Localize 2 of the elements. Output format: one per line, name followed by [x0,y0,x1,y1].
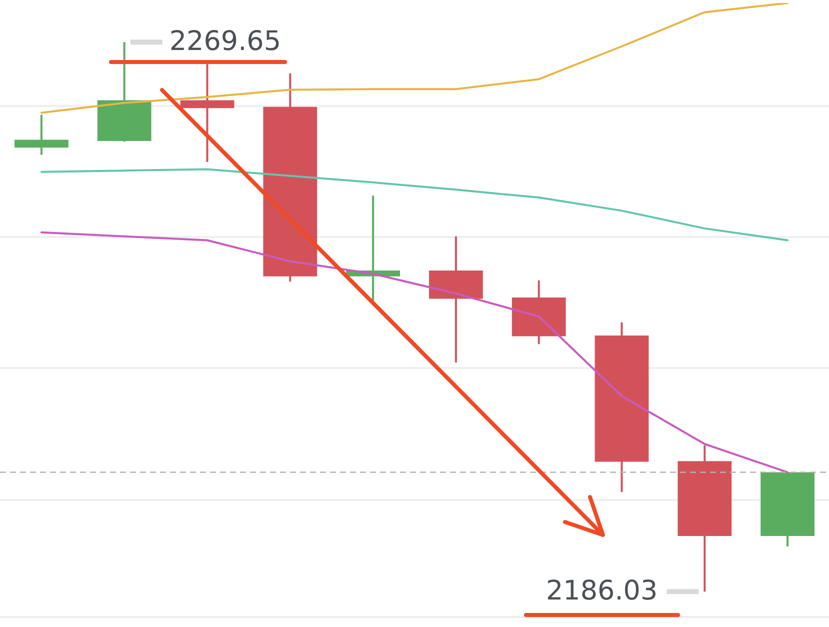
annotation: 2269.65 [169,26,282,58]
annotation: 2186.03 [546,576,658,607]
